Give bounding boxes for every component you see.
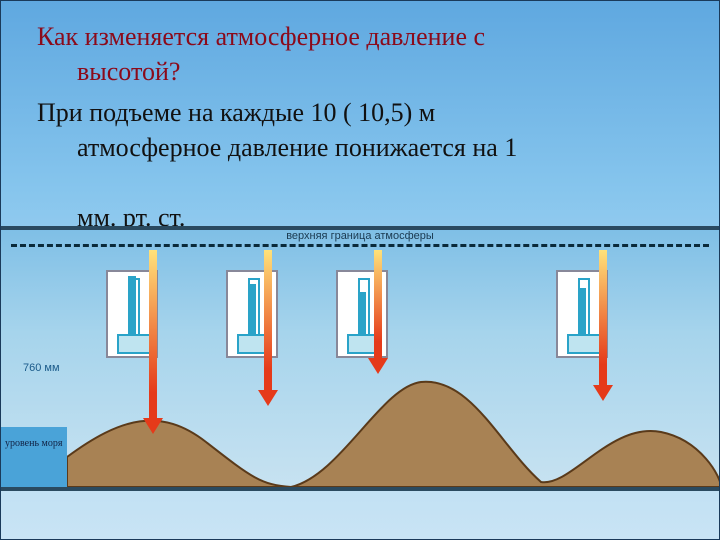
arrow-head xyxy=(143,418,163,434)
atmosphere-caption: верхняя граница атмосферы xyxy=(1,230,719,242)
slide: Как изменяется атмосферное давление с вы… xyxy=(0,0,720,540)
arrow-shaft xyxy=(264,250,272,390)
atmosphere-boundary-line xyxy=(11,244,709,247)
body-line2: атмосферное давление понижается на 1 xyxy=(37,130,683,165)
sea-level-block xyxy=(1,427,67,487)
barometer-mercury xyxy=(248,284,256,338)
pressure-arrow xyxy=(371,250,385,374)
sea-level-label: уровень моря xyxy=(5,438,62,449)
arrow-head xyxy=(258,390,278,406)
arrow-head xyxy=(593,385,613,401)
arrow-head xyxy=(368,358,388,374)
body-line1: При подъеме на каждые 10 ( 10,5) м xyxy=(37,98,435,127)
barometer-mercury xyxy=(128,276,136,338)
barometer-mercury xyxy=(358,292,366,338)
arrow-shaft xyxy=(599,250,607,385)
arrow-shaft xyxy=(149,250,157,418)
arrow-shaft xyxy=(374,250,382,358)
text-block: Как изменяется атмосферное давление с вы… xyxy=(1,1,719,236)
pressure-arrow xyxy=(146,250,160,434)
body-text: При подъеме на каждые 10 ( 10,5) м атмос… xyxy=(37,89,683,235)
title-question: Как изменяется атмосферное давление с вы… xyxy=(37,19,683,89)
pressure-arrow xyxy=(261,250,275,406)
barometer-mercury xyxy=(578,288,586,338)
title-line1: Как изменяется атмосферное давление с xyxy=(37,22,485,51)
illustration-frame: верхняя граница атмосферы уровень моря 7… xyxy=(1,226,719,491)
illustration: верхняя граница атмосферы уровень моря 7… xyxy=(1,226,719,491)
mm-label: 760 мм xyxy=(23,362,60,374)
title-line1-indent: высотой? xyxy=(37,54,683,89)
pressure-arrow xyxy=(596,250,610,401)
